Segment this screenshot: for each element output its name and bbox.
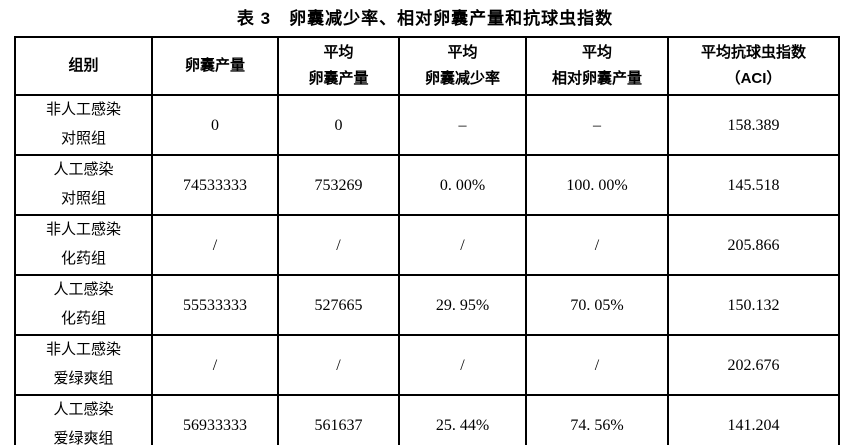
value-cell: / [151, 214, 279, 276]
group-name-cell: 人工感染 对照组 [14, 154, 153, 216]
value-cell: / [277, 214, 400, 276]
group-name-cell: 人工感染 爱绿爽组 [14, 394, 153, 445]
value-cell: 100. 00% [525, 154, 669, 216]
column-header-oocyst-production: 卵囊产量 [151, 36, 279, 96]
value-cell: – [398, 94, 527, 156]
value-cell: 202.676 [667, 334, 840, 396]
header-row: 组别 卵囊产量 平均 卵囊产量 平均 卵囊减少率 平均 相对卵囊产量 平均抗球虫… [14, 36, 840, 96]
value-cell: 70. 05% [525, 274, 669, 336]
value-cell: 150.132 [667, 274, 840, 336]
value-cell: / [277, 334, 400, 396]
value-cell: 205.866 [667, 214, 840, 276]
column-header-avg-oocyst-reduction-rate: 平均 卵囊减少率 [398, 36, 527, 96]
value-cell: – [525, 94, 669, 156]
value-cell: 0. 00% [398, 154, 527, 216]
table-row: 非人工感染 化药组 / / / / 205.866 [14, 214, 840, 276]
value-cell: 0 [277, 94, 400, 156]
value-cell: 158.389 [667, 94, 840, 156]
value-cell: 74533333 [151, 154, 279, 216]
value-cell: 753269 [277, 154, 400, 216]
value-cell: / [398, 214, 527, 276]
oocyst-data-table: 组别 卵囊产量 平均 卵囊产量 平均 卵囊减少率 平均 相对卵囊产量 平均抗球虫… [14, 36, 840, 445]
group-name-cell: 非人工感染 爱绿爽组 [14, 334, 153, 396]
value-cell: 56933333 [151, 394, 279, 445]
table-title: 表 3 卵囊减少率、相对卵囊产量和抗球虫指数 [236, 9, 614, 28]
table-row: 非人工感染 爱绿爽组 / / / / 202.676 [14, 334, 840, 396]
column-header-group: 组别 [14, 36, 153, 96]
column-header-avg-relative-oocyst-production: 平均 相对卵囊产量 [525, 36, 669, 96]
value-cell: 141.204 [667, 394, 840, 445]
group-name-cell: 人工感染 化药组 [14, 274, 153, 336]
value-cell: 55533333 [151, 274, 279, 336]
value-cell: 561637 [277, 394, 400, 445]
value-cell: / [398, 334, 527, 396]
group-name-cell: 非人工感染 对照组 [14, 94, 153, 156]
table-row: 非人工感染 对照组 0 0 – – 158.389 [14, 94, 840, 156]
value-cell: 145.518 [667, 154, 840, 216]
value-cell: 0 [151, 94, 279, 156]
value-cell: 25. 44% [398, 394, 527, 445]
value-cell: 527665 [277, 274, 400, 336]
table-row: 人工感染 化药组 55533333 527665 29. 95% 70. 05%… [14, 274, 840, 336]
value-cell: / [525, 214, 669, 276]
column-header-avg-aci: 平均抗球虫指数 （ACI） [667, 36, 840, 96]
value-cell: 29. 95% [398, 274, 527, 336]
table-row: 人工感染 对照组 74533333 753269 0. 00% 100. 00%… [14, 154, 840, 216]
group-name-cell: 非人工感染 化药组 [14, 214, 153, 276]
value-cell: / [525, 334, 669, 396]
table-row: 人工感染 爱绿爽组 56933333 561637 25. 44% 74. 56… [14, 394, 840, 445]
value-cell: 74. 56% [525, 394, 669, 445]
value-cell: / [151, 334, 279, 396]
column-header-avg-oocyst-production: 平均 卵囊产量 [277, 36, 400, 96]
